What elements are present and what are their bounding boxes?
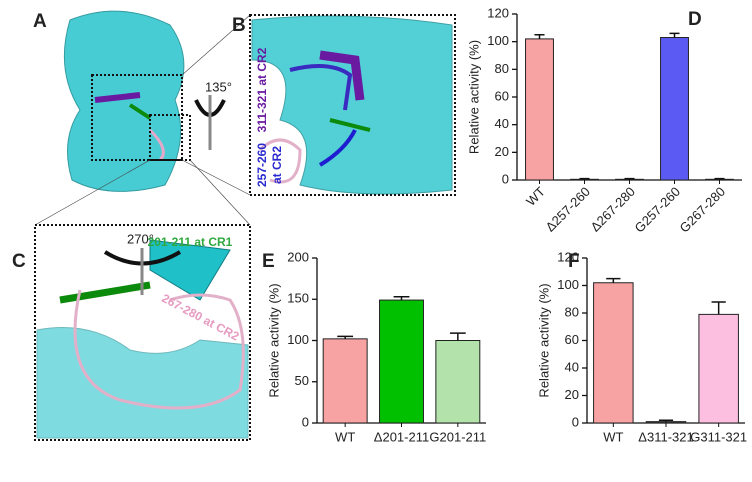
error-bar xyxy=(393,296,410,301)
bar xyxy=(435,340,481,424)
x-tick-label: Δ311-321 xyxy=(638,429,693,444)
error-bar xyxy=(337,335,354,339)
x-tick-label: WT xyxy=(603,429,623,444)
panel-label: F xyxy=(568,251,580,272)
bar xyxy=(698,313,739,424)
bar xyxy=(570,178,599,181)
y-tick-label: 60 xyxy=(565,332,579,347)
region-label: 201-211 at CR1 xyxy=(148,235,233,249)
panel-label: B xyxy=(232,15,246,36)
y-axis-label: Relative activity (%) xyxy=(536,283,551,397)
x-tick-label: Δ257-260 xyxy=(543,184,593,234)
y-tick-label: 0 xyxy=(572,414,579,429)
y-tick-label: 120 xyxy=(557,249,579,264)
region-label: at CR2 xyxy=(270,146,284,184)
bar xyxy=(322,338,368,424)
rotation-label: 135° xyxy=(205,79,232,94)
panel-label: D xyxy=(688,9,702,30)
error-bar xyxy=(606,277,621,283)
error-bar xyxy=(534,34,545,39)
structure-b xyxy=(249,14,456,196)
y-tick-label: 20 xyxy=(495,144,509,159)
y-tick-label: 0 xyxy=(302,414,309,429)
rotation-label: 270° xyxy=(127,231,154,246)
bar xyxy=(705,178,734,181)
x-tick-label: G201-211 xyxy=(429,429,486,444)
y-tick-label: 0 xyxy=(502,171,509,186)
bar xyxy=(645,421,687,424)
bar xyxy=(593,282,634,424)
bar xyxy=(379,299,424,424)
panel-label: E xyxy=(262,251,275,272)
bar xyxy=(660,37,689,181)
structure-c xyxy=(34,224,251,441)
y-tick-label: 100 xyxy=(487,33,509,48)
x-tick-label: G257-260 xyxy=(632,184,683,235)
structure-a xyxy=(63,10,191,192)
panel-label: A xyxy=(33,11,47,32)
y-tick-label: 20 xyxy=(565,387,579,402)
y-tick-label: 80 xyxy=(565,304,579,319)
error-bar xyxy=(711,301,726,315)
error-bar xyxy=(714,177,725,180)
error-bar xyxy=(669,32,680,38)
x-tick-label: G267-280 xyxy=(677,184,728,235)
region-label: 257-260 xyxy=(255,143,269,187)
y-tick-label: 50 xyxy=(295,373,309,388)
region-label: 311-321 at CR2 xyxy=(255,47,269,132)
bar xyxy=(615,178,644,181)
y-tick-label: 150 xyxy=(287,291,309,306)
error-bar xyxy=(579,177,590,180)
y-tick-label: 100 xyxy=(557,277,579,292)
y-axis-label: Relative activity (%) xyxy=(466,40,481,154)
error-bar xyxy=(449,332,466,341)
y-tick-label: 40 xyxy=(565,359,579,374)
y-tick-label: 100 xyxy=(287,332,309,347)
x-tick-label: Δ267-280 xyxy=(588,184,638,234)
x-tick-label: WT xyxy=(335,429,355,444)
error-bar xyxy=(658,419,674,422)
error-bar xyxy=(624,177,635,180)
y-axis-label: Relative activity (%) xyxy=(266,283,281,397)
bar xyxy=(525,38,554,181)
x-tick-label: Δ201-211 xyxy=(374,429,429,444)
x-tick-label: WT xyxy=(523,184,548,209)
y-tick-label: 80 xyxy=(495,61,509,76)
panel-label: C xyxy=(12,251,26,272)
y-tick-label: 200 xyxy=(287,249,309,264)
y-tick-label: 120 xyxy=(487,5,509,20)
y-tick-label: 40 xyxy=(495,116,509,131)
x-tick-label: G311-321 xyxy=(690,429,747,444)
y-tick-label: 60 xyxy=(495,88,509,103)
